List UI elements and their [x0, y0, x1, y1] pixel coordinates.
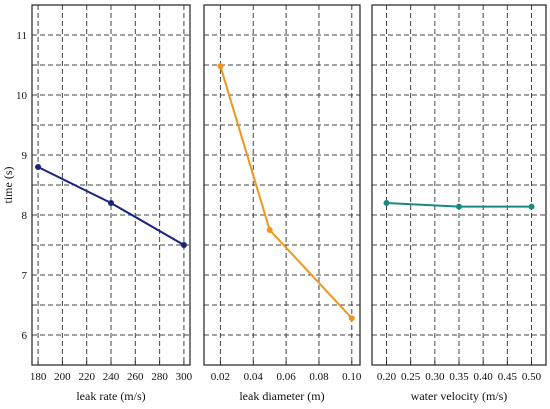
- x-tick-label: 200: [54, 371, 71, 383]
- panel-3: 0.20 0.25 0.30 0.35 0.40 0.45 0.50 water veloci…: [371, 4, 547, 403]
- y-tick-label: 9: [22, 150, 28, 162]
- x-tick-label: 260: [127, 371, 144, 383]
- y-tick-label: 10: [16, 90, 28, 102]
- y-tick-label: 6: [22, 330, 28, 342]
- data-point: [383, 200, 390, 206]
- data-point: [456, 203, 462, 210]
- x-tick-label: 0.40: [474, 371, 494, 383]
- x-tick-label: 0.30: [425, 371, 445, 383]
- x-tick-label: 0.06: [276, 371, 296, 383]
- x-tick-label: 0.10: [342, 371, 362, 383]
- grid: [372, 5, 546, 365]
- data-point: [348, 315, 355, 322]
- x-tick-label: 0.35: [449, 371, 469, 383]
- x-tick-label: 0.25: [401, 371, 421, 383]
- grid: [204, 5, 360, 365]
- x-tick-label: 220: [78, 371, 95, 383]
- x-tick-label: 280: [151, 371, 168, 383]
- data-point: [217, 63, 224, 70]
- x-tick-label: 0.04: [244, 371, 264, 383]
- y-tick-label: 8: [22, 210, 28, 222]
- x-axis-label: leak diameter (m): [239, 389, 324, 403]
- x-tick-label: 0.50: [522, 371, 542, 383]
- data-point: [108, 200, 114, 206]
- x-axis-label: water velocity (m/s): [411, 389, 508, 403]
- data-point: [266, 227, 273, 233]
- panel-2: 0.02 0.04 0.06 0.08 0.10 leak diameter (m): [203, 4, 362, 403]
- x-tick-label: 0.02: [211, 371, 230, 383]
- y-axis-label: time (s): [1, 167, 15, 204]
- x-tick-label: 0.20: [377, 371, 397, 383]
- y-tick-label: 11: [16, 30, 27, 42]
- x-axis-label: leak rate (m/s): [76, 389, 145, 403]
- data-point: [180, 242, 187, 248]
- x-tick-label: 0.45: [498, 371, 518, 383]
- data-point: [528, 203, 535, 210]
- y-tick-label: 7: [22, 270, 28, 282]
- panel-1: 180 200 220 240 260 280 300 6 7 8 9 10 11 time (s) lea…: [1, 4, 193, 403]
- plot-frame: [203, 4, 361, 366]
- data-point: [35, 164, 42, 170]
- x-tick-label: 0.08: [309, 371, 329, 383]
- x-tick-label: 180: [30, 371, 47, 383]
- x-tick-label: 240: [103, 371, 120, 383]
- x-tick-label: 300: [176, 371, 193, 383]
- grid: [32, 5, 190, 365]
